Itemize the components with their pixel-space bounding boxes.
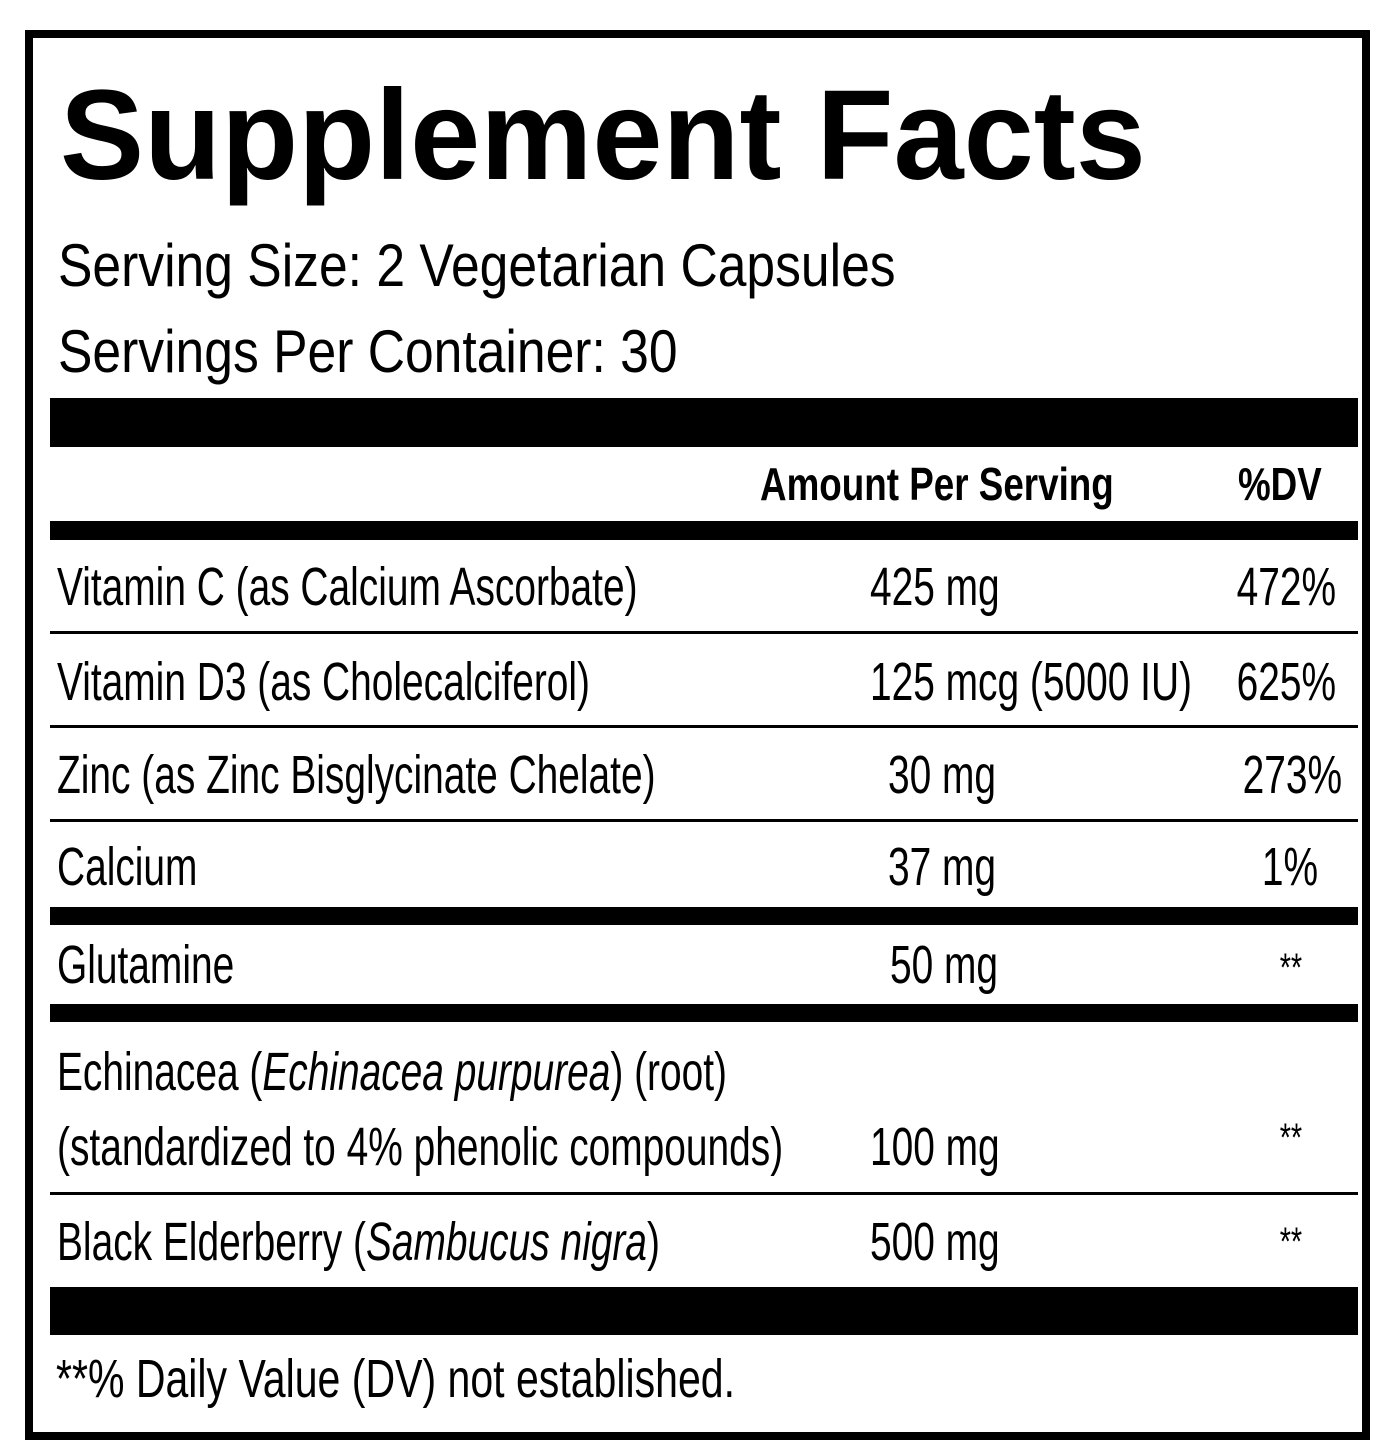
row-amount: 30 mg xyxy=(888,745,997,805)
header-dv: %DV xyxy=(1238,458,1322,510)
divider-thick xyxy=(50,1287,1358,1335)
row-dv: ** xyxy=(1279,946,1302,990)
row-dv: 273% xyxy=(1242,745,1342,805)
row-amount: 37 mg xyxy=(888,837,997,897)
label-title: Supplement Facts xyxy=(60,64,1146,207)
row-amount: 500 mg xyxy=(870,1212,1000,1272)
divider-thick xyxy=(50,907,1358,925)
divider-thin xyxy=(50,631,1358,634)
row-amount: 50 mg xyxy=(890,935,999,995)
row-name-latin: Echinacea purpurea xyxy=(262,1042,611,1102)
row-dv: ** xyxy=(1279,1220,1302,1264)
row-name: Calcium xyxy=(57,837,198,897)
row-name-latin: Sambucus nigra xyxy=(365,1212,647,1272)
row-name-line2: (standardized to 4% phenolic compounds) xyxy=(57,1117,784,1177)
divider-thin xyxy=(50,1192,1358,1195)
label-border xyxy=(25,30,1370,1440)
row-name: Glutamine xyxy=(57,935,235,995)
row-dv: ** xyxy=(1279,1116,1302,1160)
row-name: Echinacea (Echinacea purpurea) (root) xyxy=(57,1045,727,1099)
divider-thin xyxy=(50,819,1358,822)
servings-per-container: Servings Per Container: 30 xyxy=(58,318,678,385)
row-amount: 100 mg xyxy=(870,1117,1000,1177)
row-name-text: ) xyxy=(646,1212,660,1272)
row-amount: 425 mg xyxy=(870,557,1000,617)
row-dv: 1% xyxy=(1261,837,1318,897)
row-name: Vitamin C (as Calcium Ascorbate) xyxy=(57,557,638,617)
row-name-text: ) (root) xyxy=(610,1042,727,1102)
serving-size: Serving Size: 2 Vegetarian Capsules xyxy=(58,232,896,299)
footnote: **% Daily Value (DV) not established. xyxy=(56,1349,736,1409)
row-name: Zinc (as Zinc Bisglycinate Chelate) xyxy=(57,745,656,805)
row-name-text: Black Elderberry ( xyxy=(57,1212,366,1272)
row-name-text: Echinacea ( xyxy=(57,1042,263,1102)
header-amount: Amount Per Serving xyxy=(760,458,1114,510)
divider-thick xyxy=(50,1004,1358,1022)
row-dv: 625% xyxy=(1236,652,1336,712)
row-name: Black Elderberry (Sambucus nigra) xyxy=(57,1215,660,1269)
row-name: Vitamin D3 (as Cholecalciferol) xyxy=(57,652,591,712)
divider-thick xyxy=(50,521,1358,540)
row-dv: 472% xyxy=(1236,557,1336,617)
divider-thin xyxy=(50,725,1358,728)
divider-thick xyxy=(50,398,1358,447)
row-amount: 125 mcg (5000 IU) xyxy=(870,652,1192,712)
